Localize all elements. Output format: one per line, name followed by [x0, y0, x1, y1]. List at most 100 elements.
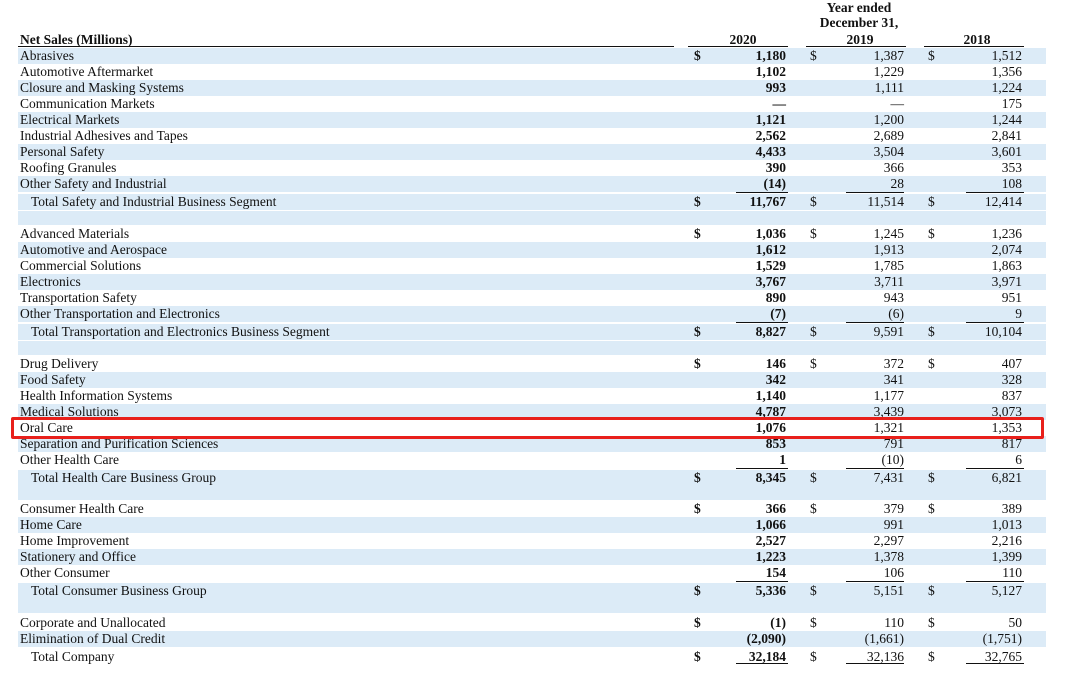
row-label: Total Safety and Industrial Business Seg… [31, 194, 277, 209]
currency-symbol-2019: $ [810, 615, 817, 630]
row-label: Roofing Granules [20, 160, 117, 175]
value-2020: 4,787 [755, 404, 786, 419]
header-rule [806, 46, 906, 47]
currency-symbol-2019: $ [810, 356, 817, 371]
table-row: Transportation Safety 890 943 951 [18, 290, 1046, 306]
value-2018: 407 [1001, 356, 1022, 371]
row-label: Health Information Systems [20, 388, 173, 403]
value-2019: 3,711 [874, 274, 904, 289]
table-row: Communication Markets — — 175 [18, 96, 1046, 112]
subtotal-rule [736, 468, 788, 469]
value-2020: 1,223 [755, 549, 786, 564]
value-2018: 1,356 [991, 64, 1022, 79]
value-2019: 1,378 [873, 549, 904, 564]
header-rule [18, 46, 674, 47]
row-label: Elimination of Dual Credit [20, 631, 166, 646]
value-2018: 110 [1002, 565, 1022, 580]
value-2018: 328 [1001, 372, 1022, 387]
currency-symbol-2019: $ [810, 501, 817, 516]
table-row: Personal Safety 4,433 3,504 3,601 [18, 144, 1046, 160]
row-label: Home Improvement [20, 533, 130, 548]
value-2018: 389 [1001, 501, 1022, 516]
row-label: Total Transportation and Electronics Bus… [31, 324, 330, 339]
value-2020: 1,102 [755, 64, 786, 79]
value-2019: (6) [888, 306, 904, 321]
subtotal-rule [736, 322, 788, 323]
value-2018: 1,399 [991, 549, 1022, 564]
table-row: Other Transportation and Electronics (7) (… [18, 306, 1046, 322]
value-2020: 2,527 [755, 533, 786, 548]
value-2020: 1,140 [755, 388, 786, 403]
value-2019: 2,689 [873, 128, 904, 143]
value-2020: 4,433 [755, 144, 786, 159]
value-2018: 353 [1001, 160, 1022, 175]
value-2019: 32,136 [866, 649, 904, 664]
value-2019: 1,177 [873, 388, 904, 403]
value-2018: 108 [1001, 176, 1022, 191]
value-2019: (1,661) [864, 631, 904, 646]
currency-symbol-2018: $ [928, 194, 935, 209]
currency-symbol-2018: $ [928, 470, 935, 485]
value-2018: 6,821 [991, 470, 1022, 485]
value-2019: 1,321 [873, 420, 904, 435]
table-row: Advanced Materials $1,036 $1,245 $1,236 [18, 226, 1046, 242]
value-2018: 1,236 [991, 226, 1022, 241]
row-label: Commercial Solutions [20, 258, 142, 273]
table-row: Health Information Systems 1,140 1,177 837 [18, 388, 1046, 404]
table-row: Medical Solutions 4,787 3,439 3,073 [18, 404, 1046, 420]
value-2019: 1,111 [874, 80, 904, 95]
period-label-line1: Year ended [826, 0, 892, 15]
value-2019: — [890, 96, 905, 111]
value-2020: 1 [779, 452, 786, 467]
value-2020: — [772, 96, 787, 111]
value-2020: 1,529 [755, 258, 786, 273]
currency-symbol-2018: $ [928, 48, 935, 63]
value-2020: 5,336 [755, 583, 786, 598]
value-2019: 1,785 [873, 258, 904, 273]
currency-symbol-2020: $ [694, 324, 701, 339]
value-2018: 1,353 [991, 420, 1022, 435]
subtotal-rule [846, 581, 904, 582]
value-2020: 1,180 [755, 48, 786, 63]
table-header: Net Sales (Millions) Year ended December… [0, 0, 1080, 47]
row-label: Other Transportation and Electronics [20, 306, 220, 321]
value-2019: 366 [883, 160, 904, 175]
value-2020: 1,121 [755, 112, 786, 127]
subtotal-rule [966, 581, 1024, 582]
value-2018: 175 [1001, 96, 1022, 111]
currency-symbol-2020: $ [694, 583, 701, 598]
currency-symbol-2018: $ [928, 583, 935, 598]
row-label: Other Safety and Industrial [20, 176, 167, 191]
value-2019: (10) [881, 452, 905, 467]
table-row: Consumer Health Care $366 $379 $389 [18, 501, 1046, 517]
value-2018: 1,863 [991, 258, 1022, 273]
value-2020: 390 [765, 160, 786, 175]
value-2018: 6 [1015, 452, 1022, 467]
row-label: Consumer Health Care [20, 501, 144, 516]
currency-symbol-2020: $ [694, 356, 701, 371]
year-2019-header: 2019 [846, 32, 874, 47]
value-2020: (14) [763, 176, 787, 191]
table-row: Oral Care 1,076 1,321 1,353 [18, 420, 1046, 436]
section-spacer [18, 341, 1046, 355]
table-row: Home Improvement 2,527 2,297 2,216 [18, 533, 1046, 549]
value-2020: (1) [770, 615, 786, 630]
value-2018: 2,216 [991, 533, 1022, 548]
row-label: Electronics [20, 274, 81, 289]
currency-symbol-2019: $ [810, 583, 817, 598]
row-label: Advanced Materials [20, 226, 130, 241]
value-2020: 342 [765, 372, 786, 387]
row-label: Oral Care [20, 420, 73, 435]
value-2019: 341 [883, 372, 904, 387]
value-2020: 2,562 [755, 128, 786, 143]
value-2019: 106 [883, 565, 904, 580]
value-2018: 32,765 [984, 649, 1022, 664]
row-label: Industrial Adhesives and Tapes [20, 128, 188, 143]
value-2019: 1,245 [873, 226, 904, 241]
table-total-row: Total Company $32,184 $32,136 $32,765 [18, 649, 1046, 665]
currency-symbol-2018: $ [928, 324, 935, 339]
currency-symbol-2020: $ [694, 226, 701, 241]
value-2018: 951 [1001, 290, 1022, 305]
currency-symbol-2020: $ [694, 470, 701, 485]
value-2019: 943 [883, 290, 904, 305]
